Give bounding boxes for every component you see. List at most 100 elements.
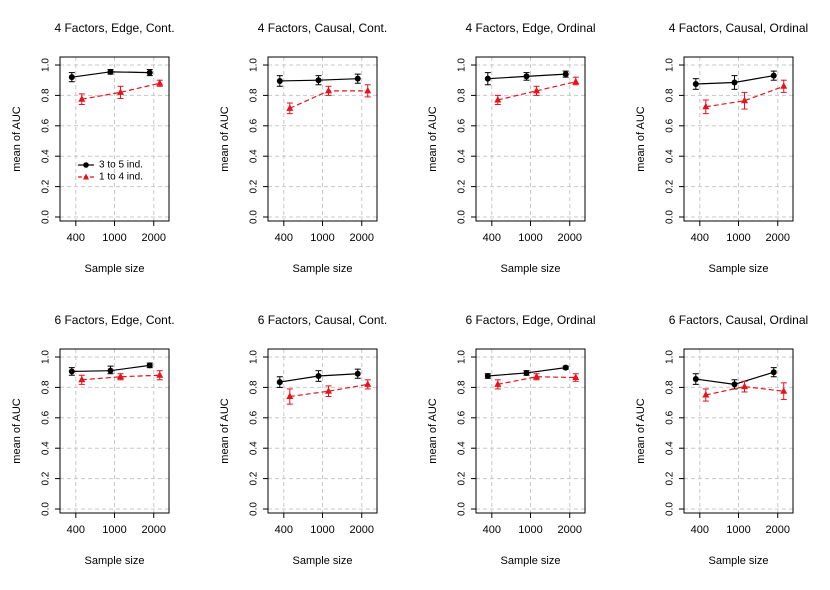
panel-title: 4 Factors, Causal, Cont. <box>258 21 387 35</box>
x-tick-label: 1000 <box>102 232 126 244</box>
series-line <box>497 376 576 385</box>
data-point <box>702 391 710 398</box>
panel-title: 4 Factors, Causal, Ordinal <box>669 21 808 35</box>
data-point <box>572 77 580 85</box>
panel-title: 6 Factors, Edge, Ordinal <box>465 313 595 327</box>
x-tick-label: 400 <box>67 524 85 536</box>
data-point <box>780 387 788 394</box>
series-line <box>497 81 576 101</box>
y-tick-label: 0.2 <box>457 471 468 485</box>
y-tick-label: 1.0 <box>41 350 52 364</box>
x-axis-title: Sample size <box>293 263 353 275</box>
y-tick-label: 0.6 <box>457 410 468 424</box>
panel-title: 6 Factors, Causal, Ordinal <box>669 313 808 327</box>
data-point <box>364 380 372 387</box>
series-line <box>289 383 368 398</box>
data-point <box>78 375 86 383</box>
x-tick-label: 400 <box>483 524 501 536</box>
series-line <box>705 85 784 108</box>
data-point <box>780 82 788 89</box>
y-tick-label: 0.8 <box>665 380 676 394</box>
y-axis-title: mean of AUC <box>427 398 439 463</box>
data-point <box>107 367 114 374</box>
y-axis-title: mean of AUC <box>427 106 439 171</box>
y-tick-label: 0.4 <box>41 149 52 163</box>
data-point <box>741 382 748 390</box>
x-tick-label: 400 <box>67 232 85 244</box>
data-point <box>494 380 502 387</box>
x-tick-label: 1000 <box>310 524 334 536</box>
data-point <box>146 69 153 76</box>
panel-5: 6 Factors, Edge, Cont. 0.0 0.2 0.4 0.6 0.8 1.0… <box>11 313 175 567</box>
y-axis-title: mean of AUC <box>635 398 647 463</box>
x-axis-title: Sample size <box>709 555 769 567</box>
data-point <box>286 104 294 111</box>
y-tick-label: 0.8 <box>249 380 260 394</box>
x-tick-label: 400 <box>275 524 293 536</box>
y-tick-label: 0.8 <box>665 88 676 102</box>
panel-2: 4 Factors, Causal, Cont. 0.0 0.2 0.4 0.6 0.8 1… <box>219 21 387 275</box>
data-point <box>731 79 738 86</box>
y-tick-label: 0.8 <box>41 88 52 102</box>
data-point <box>117 372 124 380</box>
y-tick-label: 1.0 <box>665 58 676 72</box>
y-tick-label: 0.0 <box>665 502 676 516</box>
y-tick-label: 0.2 <box>665 179 676 193</box>
series-line <box>81 82 160 100</box>
x-axis-title: Sample size <box>293 555 353 567</box>
x-tick-label: 400 <box>483 232 501 244</box>
data-point <box>484 373 491 379</box>
data-point <box>523 73 530 80</box>
panel-title: 4 Factors, Edge, Cont. <box>54 21 174 35</box>
y-tick-label: 0.0 <box>41 502 52 516</box>
y-axis-title: mean of AUC <box>11 398 23 463</box>
x-tick-label: 1000 <box>726 232 750 244</box>
panel-1: 4 Factors, Edge, Cont. 0.0 0.2 0.4 0.6 0.8 1.0… <box>11 21 175 275</box>
y-tick-label: 0.0 <box>249 210 260 224</box>
x-tick-label: 1000 <box>310 232 334 244</box>
y-tick-label: 1.0 <box>457 58 468 72</box>
legend-marker <box>83 173 89 180</box>
x-tick-label: 1000 <box>726 524 750 536</box>
y-tick-label: 0.6 <box>249 410 260 424</box>
data-point <box>146 362 153 369</box>
data-point <box>494 95 502 103</box>
panel-4: 4 Factors, Causal, Ordinal 0.0 0.2 0.4 0.6 0.… <box>635 21 808 275</box>
series-line <box>81 374 160 381</box>
series-line <box>705 386 784 396</box>
y-tick-label: 0.4 <box>457 441 468 455</box>
panel-6: 6 Factors, Causal, Cont. 0.0 0.2 0.4 0.6 0.8 1… <box>219 313 387 567</box>
x-tick-label: 2000 <box>141 232 165 244</box>
x-tick-label: 2000 <box>141 524 165 536</box>
data-point <box>562 364 569 371</box>
panel-7: 6 Factors, Edge, Ordinal 0.0 0.2 0.4 0.6 0.8 1… <box>427 313 596 567</box>
x-tick-label: 400 <box>691 524 709 536</box>
y-tick-label: 0.8 <box>457 380 468 394</box>
data-point <box>731 381 738 388</box>
data-point <box>770 72 777 79</box>
x-tick-label: 2000 <box>557 232 581 244</box>
y-tick-label: 1.0 <box>249 58 260 72</box>
data-point <box>68 74 75 81</box>
x-axis-title: Sample size <box>501 555 561 567</box>
y-tick-label: 1.0 <box>665 350 676 364</box>
x-tick-label: 1000 <box>102 524 126 536</box>
x-tick-label: 2000 <box>765 232 789 244</box>
legend-label: 1 to 4 ind. <box>99 172 143 183</box>
x-tick-label: 400 <box>275 232 293 244</box>
data-point <box>741 96 748 104</box>
y-tick-label: 0.4 <box>249 441 260 455</box>
y-tick-label: 0.2 <box>41 471 52 485</box>
panel-8: 6 Factors, Causal, Ordinal 0.0 0.2 0.4 0.6 0.… <box>635 313 808 567</box>
y-tick-label: 0.2 <box>665 471 676 485</box>
data-point <box>572 373 580 381</box>
data-point <box>156 79 164 86</box>
x-tick-label: 1000 <box>518 524 542 536</box>
y-tick-label: 0.2 <box>249 471 260 485</box>
y-tick-label: 1.0 <box>41 58 52 72</box>
data-point <box>354 75 361 82</box>
data-point <box>770 369 777 376</box>
y-tick-label: 0.0 <box>457 502 468 516</box>
